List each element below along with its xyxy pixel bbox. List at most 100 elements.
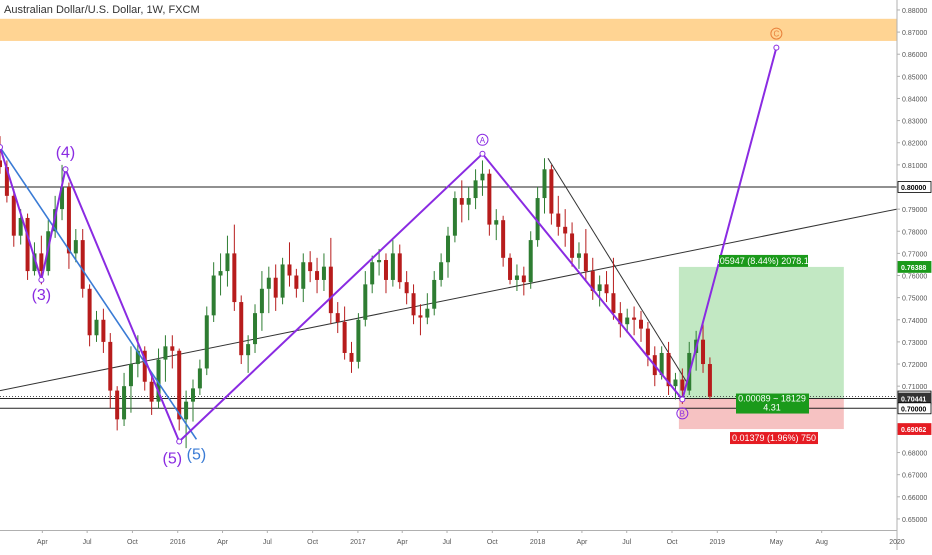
x-tick-label-8: Apr [397,539,409,546]
price-tag-3: 0.70441 [901,397,926,404]
candle-body-92 [632,317,637,320]
candle-body-45 [308,262,313,272]
candle-body-4 [25,217,30,272]
candle-body-22 [149,381,154,402]
y-tick-label-19: 0.67000 [902,473,927,480]
x-tick-label-5: Jul [263,539,272,546]
candle-body-46 [315,271,320,280]
mid-label-line1: 0.00089 ~ 18129 [738,394,806,404]
candle-body-84 [576,253,581,258]
candle-body-94 [645,328,650,356]
candle-body-30 [204,315,209,369]
wave-point-6 [773,44,780,51]
candle-body-47 [321,266,326,280]
y-tick-label-2: 0.86000 [902,52,927,59]
candle-body-43 [294,275,299,289]
x-tick-label-16: May [770,539,784,546]
candle-body-37 [253,313,258,345]
candle-body-25 [170,346,175,351]
loss-label-box [730,432,818,445]
candle-body-24 [163,346,168,360]
x-tick-label-2: Oct [127,539,138,546]
x-tick-label-17: Aug [815,539,828,546]
x-tick-label-3: 2016 [170,539,186,546]
candle-body-81 [556,213,561,227]
candle-body-14 [94,319,99,336]
x-tick-label-18: 2020 [889,539,905,546]
y-tick-label-12: 0.75000 [902,296,927,303]
candle-body-73 [501,220,506,258]
y-tick-label-6: 0.82000 [902,141,927,148]
wave-point-3 [176,438,183,445]
wave-circle-0 [476,133,489,146]
price-tag-5: 0.69062 [901,427,926,434]
resistance-zone [0,18,897,41]
price-tag-0: 0.80000 [901,185,926,192]
y-tick-label-0: 0.88000 [902,8,927,15]
candle-body-66 [452,198,457,236]
candle-body-31 [211,275,216,316]
candle-body-41 [280,264,285,298]
wave-label-0: (4) [56,144,76,161]
candle-body-51 [349,352,354,362]
candle-body-2 [11,195,16,236]
candle-body-56 [383,260,388,280]
candle-body-16 [108,341,113,391]
candle-body-40 [273,277,278,298]
candle-body-68 [466,198,471,205]
y-tick-label-1: 0.87000 [902,30,927,37]
candle-body-57 [390,253,395,280]
wave-point-5 [679,396,686,403]
profit-zone [678,266,844,399]
y-tick-label-20: 0.66000 [902,495,927,502]
candle-body-76 [521,275,526,283]
candle-body-20 [135,350,140,365]
candle-body-82 [563,226,568,234]
profit-label-box [719,254,808,267]
candle-body-38 [259,288,264,314]
y-tick-label-18: 0.68000 [902,451,927,458]
candle-body-74 [508,257,513,280]
candle-body-60 [411,293,416,316]
candle-body-90 [618,313,623,325]
wave-point-2 [62,166,69,173]
wave-point-1 [38,276,45,283]
y-tick-label-13: 0.74000 [902,318,927,325]
price-tag-box-1 [897,261,932,273]
candle-body-10 [66,186,71,254]
candle-body-72 [494,220,499,225]
candle-body-86 [590,271,595,292]
y-tick-label-4: 0.84000 [902,96,927,103]
wave-circle-2 [770,27,783,40]
x-tick-label-15: 2019 [710,539,726,546]
candle-body-63 [432,279,437,309]
candle-body-29 [197,368,202,389]
candle-body-93 [638,319,643,329]
y-tick-label-7: 0.81000 [902,163,927,170]
candle-body-67 [459,198,464,205]
candle-body-5 [32,253,37,272]
x-tick-label-12: Apr [576,539,588,546]
candle-body-0 [0,160,2,168]
y-tick-label-5: 0.83000 [902,119,927,126]
candle-body-99 [680,379,685,391]
price-tag-1: 0.76388 [901,265,926,272]
candle-body-97 [666,352,671,387]
y-tick-label-10: 0.77000 [902,251,927,258]
x-tick-label-14: Oct [667,539,678,546]
candle-body-21 [142,350,147,382]
x-tick-label-6: Oct [307,539,318,546]
candle-body-28 [190,388,195,402]
candle-body-33 [225,253,230,272]
candle-body-15 [101,319,106,342]
y-tick-label-8: 0.79000 [902,207,927,214]
price-tag-4: 0.70000 [901,406,926,413]
y-tick-label-14: 0.73000 [902,340,927,347]
y-tick-label-3: 0.85000 [902,74,927,81]
wave-label-1: (3) [32,287,52,304]
x-tick-label-7: 2017 [350,539,366,546]
x-tick-label-10: Oct [487,539,498,546]
blue-wave-line [0,146,198,440]
wave-circle-label-1: B [680,409,685,418]
